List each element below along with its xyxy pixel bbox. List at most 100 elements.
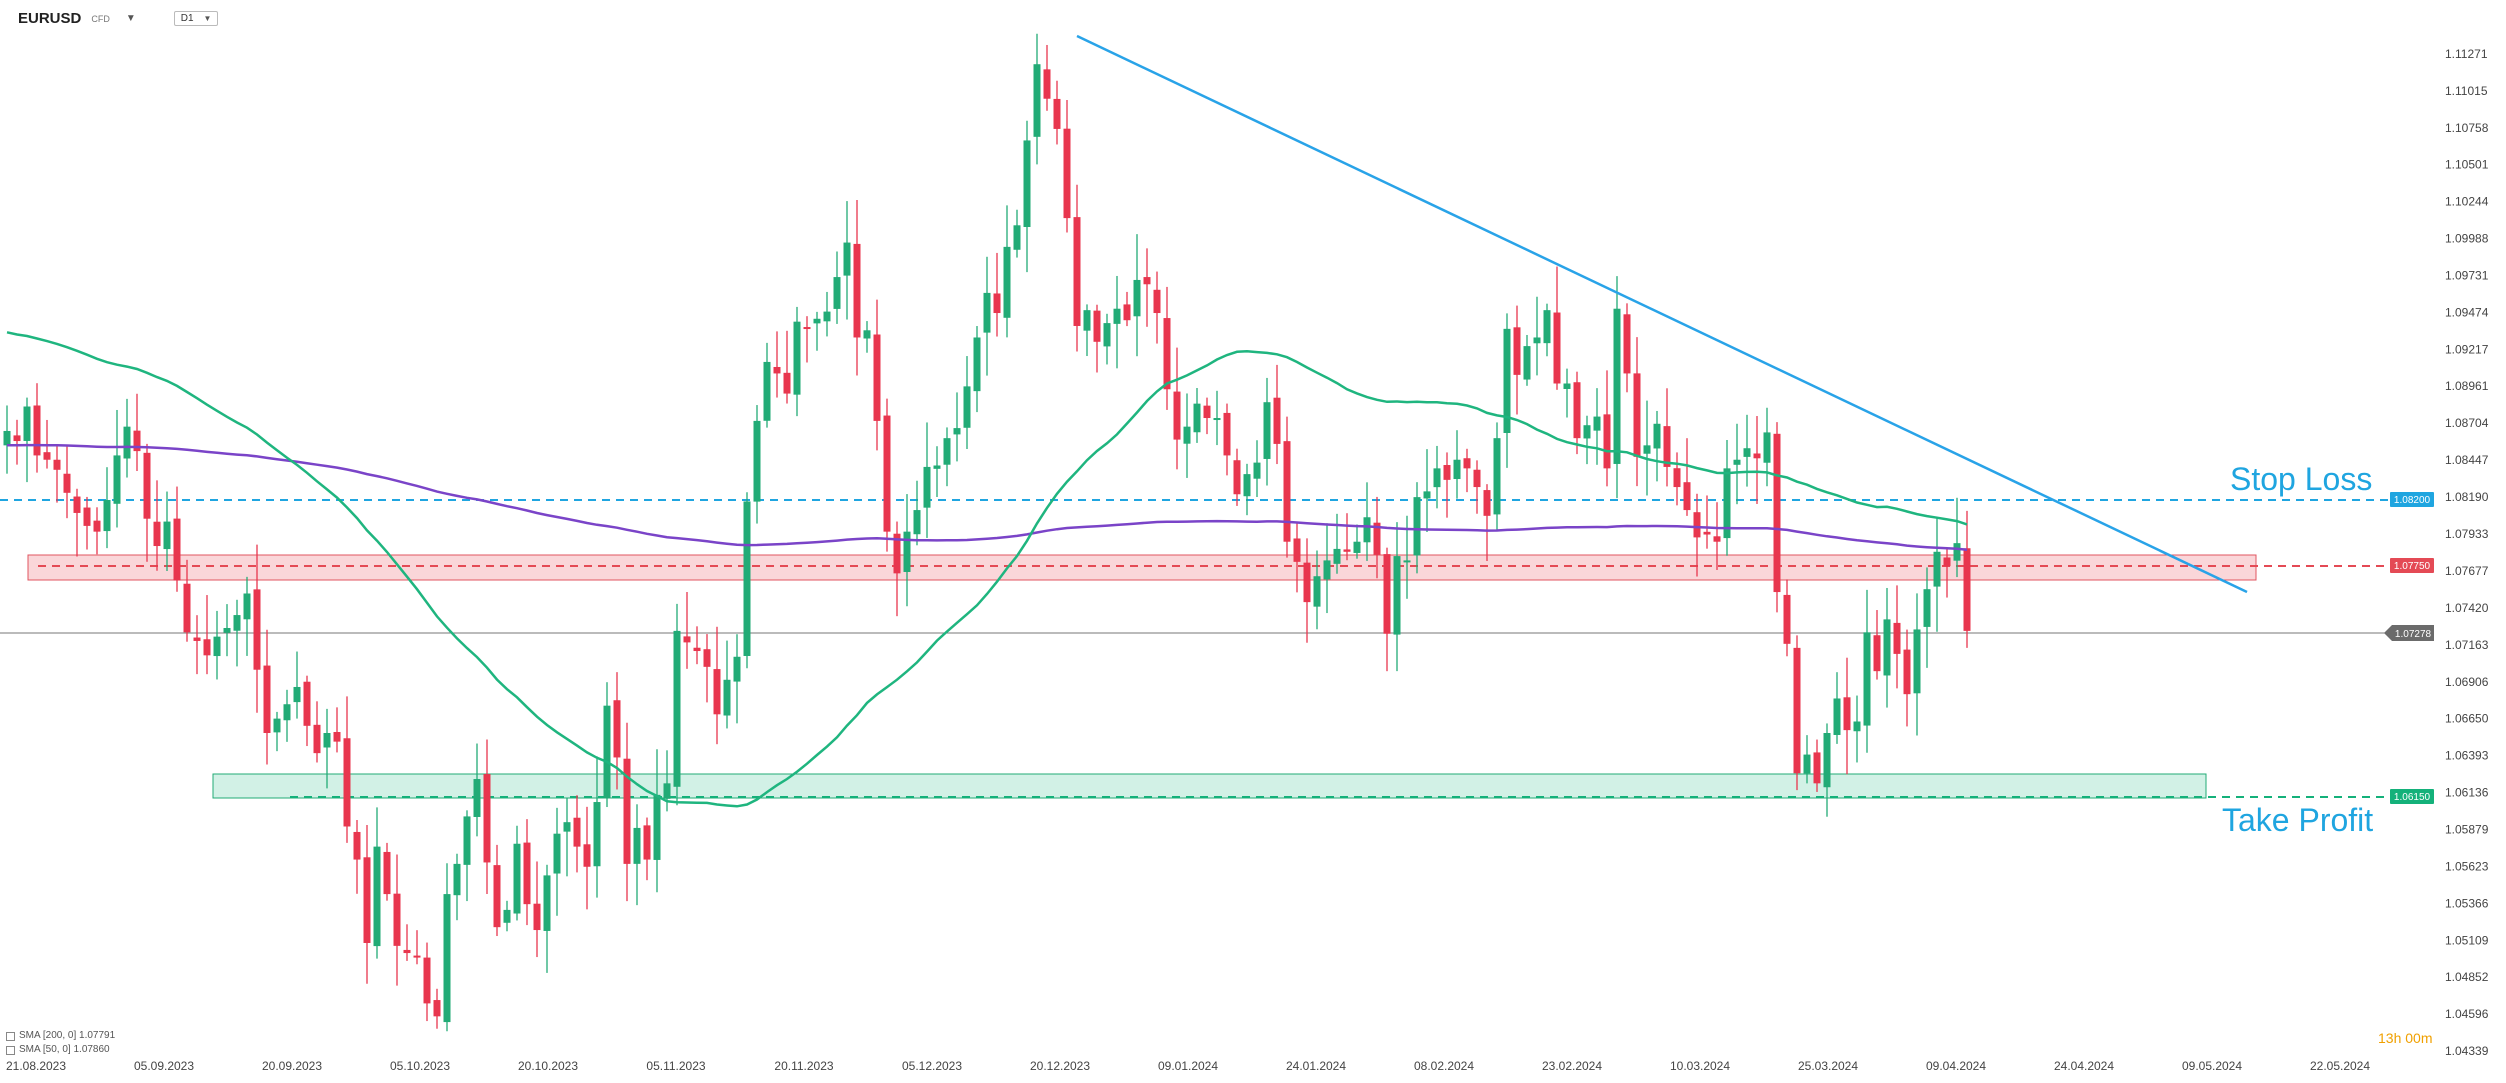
candle-body [873, 334, 881, 421]
x-tick-label: 24.01.2024 [1286, 1059, 1346, 1073]
stop-loss-label: Stop Loss [2230, 461, 2372, 497]
candle-body [623, 758, 631, 864]
candle-body [513, 843, 521, 914]
candle-body [733, 656, 741, 682]
resistance-zone [27, 554, 2257, 581]
candle-body [1663, 426, 1671, 467]
take-profit-label: Take Profit [2222, 802, 2373, 838]
candle-body [1203, 405, 1211, 419]
y-tick-label: 1.10758 [2445, 121, 2489, 135]
candle-body [553, 833, 561, 874]
candle-body [443, 894, 451, 1023]
candle-body [1233, 460, 1241, 495]
candle-body [1453, 459, 1461, 480]
y-tick-label: 1.08961 [2445, 379, 2489, 393]
candle-body [123, 426, 131, 459]
candle-body [1413, 497, 1421, 556]
x-tick-label: 20.10.2023 [518, 1059, 578, 1073]
candle-body [1173, 391, 1181, 440]
y-tick-label: 1.08704 [2445, 416, 2489, 430]
candle-body [843, 242, 851, 276]
candle-body [943, 438, 951, 465]
candle-body [13, 435, 21, 442]
candle-body [1443, 465, 1451, 480]
candle-body [1603, 414, 1611, 469]
candle-body [1473, 469, 1481, 488]
svg-text:1.07278: 1.07278 [2395, 629, 2432, 640]
candle-body [573, 817, 581, 847]
candle-body [463, 816, 471, 865]
candle-body [753, 420, 761, 502]
candle-body [693, 647, 701, 652]
candle-body [223, 628, 231, 633]
candle-body [1113, 308, 1121, 324]
indicator-settings-icon[interactable] [6, 1031, 15, 1041]
y-tick-label: 1.07420 [2445, 601, 2489, 615]
current-price-tag: 1.07278 [2384, 625, 2434, 641]
candle-body [23, 406, 31, 441]
candle-body [613, 700, 621, 758]
candle-body [1363, 517, 1371, 543]
candle-body [423, 957, 431, 1004]
y-axis[interactable]: 1.11271 1.11015 1.10758 1.10501 1.10244 1.099… [2445, 47, 2489, 1058]
x-axis[interactable]: 21.08.2023 05.09.2023 20.09.2023 05.10.2023… [6, 1059, 2370, 1073]
candle-body [113, 455, 121, 504]
timeframe-select[interactable]: D1 ▼ [173, 11, 219, 26]
candle-body [1673, 468, 1681, 488]
candle-body [763, 361, 771, 421]
candle-body [1713, 536, 1721, 542]
candle-body [1253, 462, 1261, 479]
candle-body [1783, 594, 1791, 644]
support-zone [212, 773, 2207, 799]
symbol-name[interactable]: EURUSD [18, 10, 82, 27]
candle-body [1893, 622, 1901, 654]
candle-body [1513, 327, 1521, 375]
x-tick-label: 09.04.2024 [1926, 1059, 1986, 1073]
x-tick-label: 05.09.2023 [134, 1059, 194, 1073]
y-tick-label: 1.10501 [2445, 158, 2489, 172]
candle-body [793, 321, 801, 395]
candle-body [143, 452, 151, 519]
candle-body [1023, 140, 1031, 228]
y-tick-label: 1.09731 [2445, 268, 2489, 282]
candles-group [3, 33, 1971, 1032]
indicator-settings-icon[interactable] [6, 1045, 15, 1055]
candle-body [1913, 629, 1921, 694]
candle-body [1943, 557, 1951, 567]
sma200-legend[interactable]: SMA [200, 0] 1.07791 [19, 1030, 116, 1041]
symbol-dropdown-icon[interactable]: ▼ [125, 13, 136, 24]
candle-body [823, 311, 831, 322]
candle-body [393, 893, 401, 946]
candle-body [1303, 562, 1311, 603]
downtrend-line[interactable] [1076, 34, 2248, 594]
x-tick-label: 05.11.2023 [646, 1059, 705, 1073]
y-tick-label: 1.10244 [2445, 195, 2489, 209]
candle-body [1933, 551, 1941, 587]
sma50-legend[interactable]: SMA [50, 0] 1.07860 [19, 1044, 110, 1055]
svg-text:1.06150: 1.06150 [2394, 792, 2431, 803]
candle-body [1193, 403, 1201, 433]
candle-body [1693, 512, 1701, 538]
candle-body [1923, 589, 1931, 627]
candle-body [683, 636, 691, 643]
candle-body [1683, 482, 1691, 511]
y-tick-label: 1.08190 [2445, 490, 2489, 504]
candle-body [723, 679, 731, 716]
candle-body [1723, 468, 1731, 539]
candle-body [353, 831, 361, 860]
candle-body [233, 615, 241, 631]
candle-body [1533, 337, 1541, 344]
candle-body [413, 955, 421, 958]
candle-body [1963, 548, 1971, 631]
x-tick-label: 23.02.2024 [1542, 1059, 1602, 1073]
candle-body [383, 851, 391, 895]
plot-area[interactable]: Stop Loss Take Profit [0, 33, 2432, 1032]
candle-body [1493, 438, 1501, 515]
candle-body [1103, 323, 1111, 347]
y-tick-label: 1.06650 [2445, 712, 2489, 726]
candle-body [1563, 383, 1571, 389]
chevron-down-icon: ▼ [203, 14, 212, 23]
y-tick-label: 1.05623 [2445, 859, 2489, 873]
candle-body [963, 386, 971, 428]
